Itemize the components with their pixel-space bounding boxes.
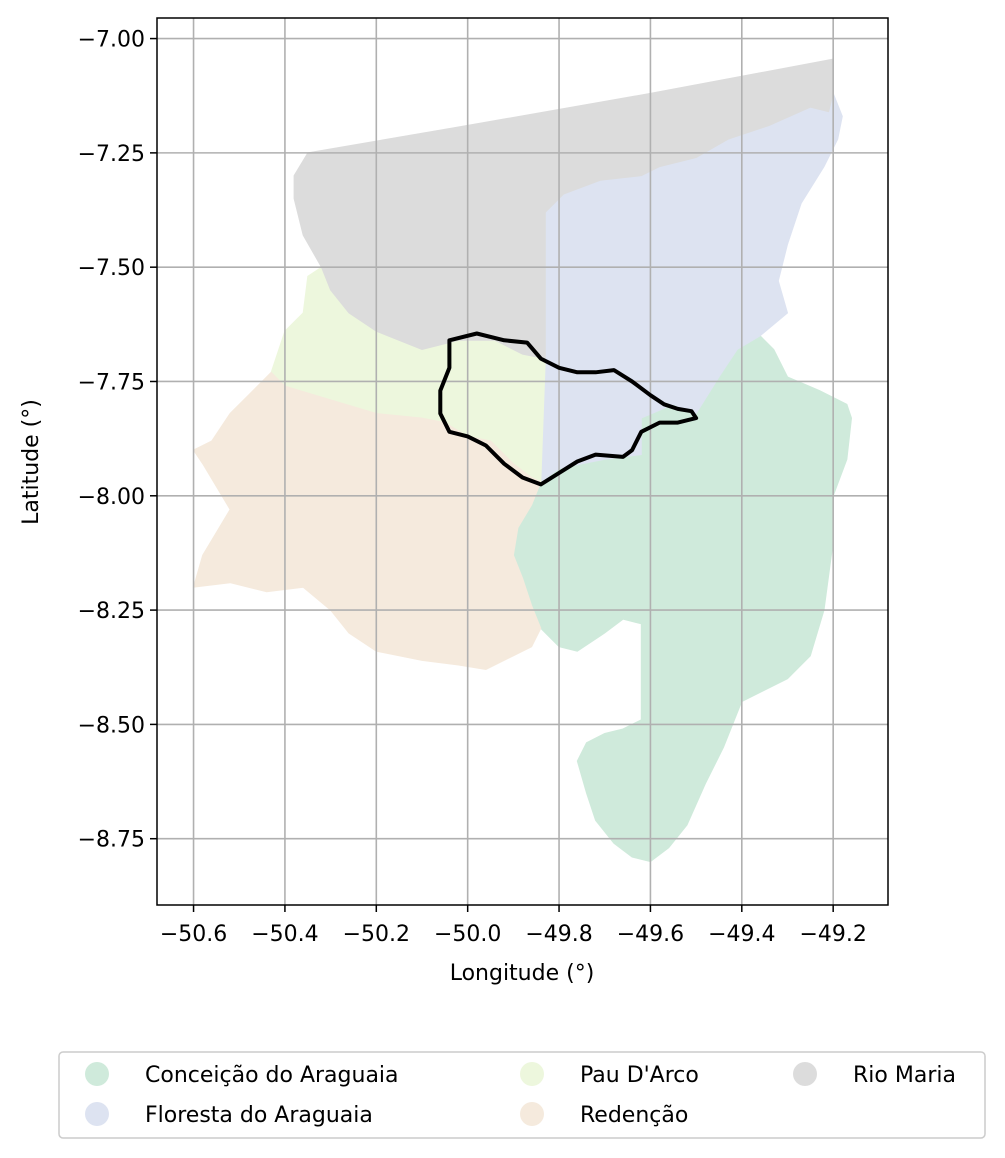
gridlines [157,18,888,905]
legend-marker-conceicao-do-araguaia [85,1062,109,1086]
highlight-outline [438,331,699,487]
legend-marker-redencao [520,1102,544,1126]
y-tick-label: −8.00 [78,485,145,510]
legend-label-conceicao-do-araguaia: Conceição do Araguaia [145,1063,399,1088]
y-tick-label: −7.25 [78,142,145,167]
y-axis-label: Latitude (°) [19,399,44,525]
x-tick-label: −50.2 [343,922,410,947]
legend-marker-floresta-do-araguaia [85,1102,109,1126]
x-axis-label: Longitude (°) [450,961,595,986]
legend-frame [58,1051,986,1139]
x-axis-ticks: −50.6 −50.4 −50.2 −50.0 −49.8 −49.6 −49.4 −49.2 [160,905,867,947]
x-tick-label: −49.8 [525,922,592,947]
x-tick-label: −50.0 [434,922,501,947]
x-tick-label: −49.2 [799,922,866,947]
legend-marker-rio-maria [793,1062,817,1086]
plot-frame [156,17,889,906]
legend-label-rio-maria: Rio Maria [853,1063,956,1088]
x-tick-label: −50.6 [160,922,227,947]
y-tick-label: −8.75 [78,828,145,853]
highlight-outline-layer [438,331,699,487]
y-tick-label: −7.00 [78,28,145,53]
y-tick-label: −8.50 [78,713,145,738]
region-redencao [192,371,542,671]
y-tick-label: −7.50 [78,256,145,281]
y-axis-ticks: −7.00 −7.25 −7.50 −7.75 −8.00 −8.25 −8.50 −8.75 [78,28,157,853]
legend-label-pau-d-arco: Pau D'Arco [580,1063,699,1088]
x-tick-label: −49.6 [617,922,684,947]
legend-marker-pau-d-arco [520,1062,544,1086]
x-tick-label: −50.4 [251,922,318,947]
legend: Conceição do Araguaia Pau D'Arco Rio Maria… [58,1051,986,1139]
x-tick-label: −49.4 [708,922,775,947]
region-polygons [192,58,853,863]
y-tick-label: −8.25 [78,599,145,624]
region-rio-maria [293,58,834,360]
legend-label-floresta-do-araguaia: Floresta do Araguaia [145,1103,373,1128]
legend-items: Conceição do Araguaia Pau D'Arco Rio Maria… [85,1062,956,1128]
y-tick-label: −7.75 [78,370,145,395]
legend-label-redencao: Redenção [580,1103,688,1128]
